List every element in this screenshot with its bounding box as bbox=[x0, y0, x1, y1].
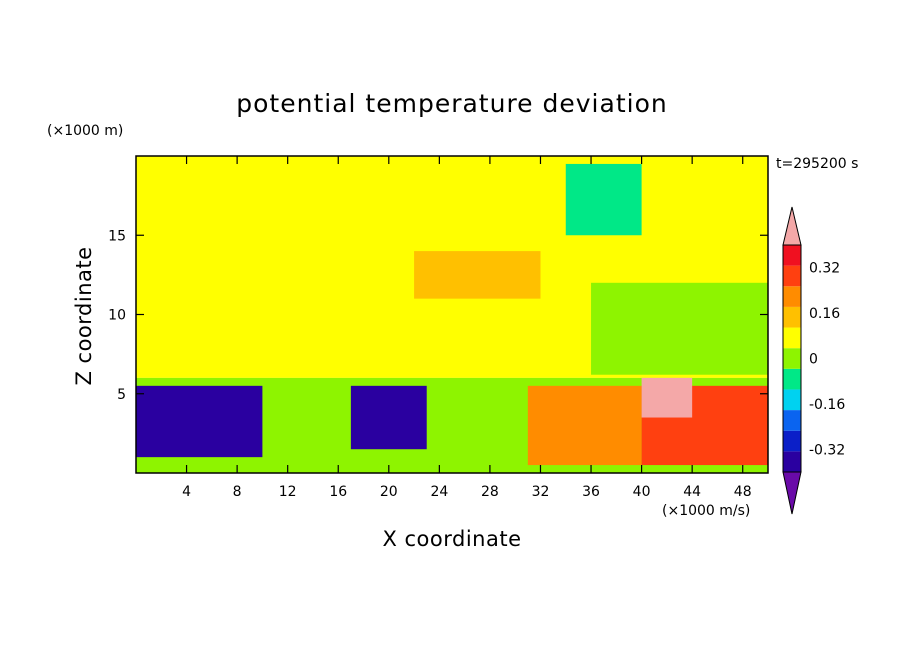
field-region bbox=[414, 251, 541, 299]
colorbar-segment bbox=[783, 451, 801, 472]
x-tick-label: 4 bbox=[182, 484, 191, 500]
colorbar-tick-label: -0.32 bbox=[809, 442, 845, 458]
colorbar-segment bbox=[783, 430, 801, 452]
colorbar-segment bbox=[783, 389, 801, 411]
x-tick-label: 28 bbox=[481, 484, 499, 500]
colorbar-segment bbox=[783, 368, 801, 390]
field-region bbox=[641, 377, 693, 418]
field-region bbox=[262, 187, 389, 267]
x-tick-label: 12 bbox=[279, 484, 297, 500]
field-region bbox=[136, 385, 263, 458]
colorbar-top-triangle bbox=[782, 206, 802, 246]
field-region bbox=[350, 385, 427, 450]
y-tick-label: 5 bbox=[117, 387, 126, 403]
colorbar-segment bbox=[783, 265, 801, 287]
x-axis-unit: (×1000 m/s) bbox=[662, 503, 750, 519]
x-tick-label: 48 bbox=[734, 484, 752, 500]
x-tick-label: 40 bbox=[633, 484, 651, 500]
y-axis: 5 10 15 bbox=[108, 228, 768, 403]
x-tick-label: 44 bbox=[683, 484, 701, 500]
colorbar: 0.32 0.16 0 -0.16 -0.32 bbox=[782, 206, 845, 515]
colorbar-tick-label: 0.16 bbox=[809, 306, 840, 322]
colorbar-segment bbox=[783, 348, 801, 369]
colorbar-frame bbox=[782, 244, 802, 473]
colorbar-tick-label: -0.16 bbox=[809, 397, 845, 413]
field-region bbox=[591, 282, 768, 375]
x-tick-label: 16 bbox=[329, 484, 347, 500]
colorbar-segment bbox=[783, 306, 801, 328]
y-axis-unit: (×1000 m) bbox=[47, 123, 123, 139]
colorbar-segment bbox=[783, 245, 801, 266]
x-tick-label: 32 bbox=[532, 484, 550, 500]
colorbar-segment bbox=[783, 286, 801, 307]
x-axis: 4 8 12 16 20 24 28 32 36 40 44 48 bbox=[182, 156, 752, 500]
colorbar-segment bbox=[783, 410, 801, 431]
y-axis-label: Z coordinate bbox=[72, 246, 96, 385]
y-tick-label: 10 bbox=[108, 308, 126, 324]
field-region bbox=[527, 385, 642, 466]
y-tick-label: 15 bbox=[108, 228, 126, 244]
x-tick-label: 24 bbox=[430, 484, 448, 500]
x-tick-label: 36 bbox=[582, 484, 600, 500]
time-label: t=295200 s bbox=[776, 156, 858, 172]
x-axis-label: X coordinate bbox=[382, 527, 521, 551]
colorbar-segment bbox=[783, 327, 801, 349]
x-tick-label: 20 bbox=[380, 484, 398, 500]
colorbar-bottom-triangle bbox=[782, 471, 802, 515]
x-tick-label: 8 bbox=[233, 484, 242, 500]
chart-title: potential temperature deviation bbox=[236, 89, 667, 118]
plot-area bbox=[136, 156, 768, 473]
field-region bbox=[136, 330, 250, 377]
colorbar-tick-label: 0.32 bbox=[809, 261, 840, 277]
colorbar-tick-label: 0 bbox=[809, 352, 818, 368]
field-region bbox=[565, 163, 642, 236]
